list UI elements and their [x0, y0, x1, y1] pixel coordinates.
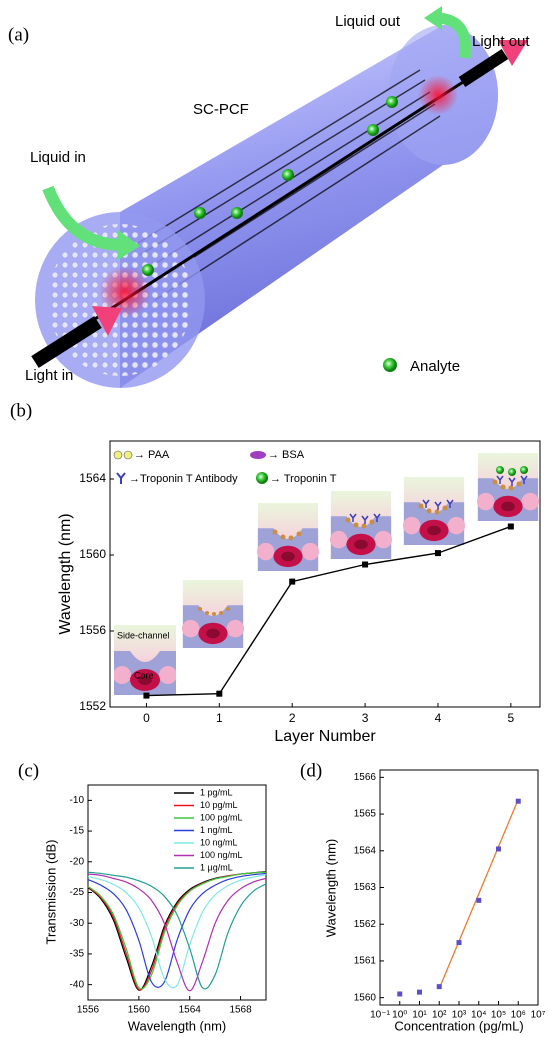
y-axis-label: Wavelength (nm) [57, 513, 74, 634]
x-tick-label: 1568 [229, 1005, 252, 1016]
data-line [88, 875, 266, 988]
key-label: →Troponin T Antibody [129, 473, 238, 485]
x-tick-label: 5 [508, 711, 515, 725]
x-tick-label: 1556 [77, 1005, 100, 1016]
x-tick-label: 3 [362, 711, 369, 725]
x-tick-label: 1560 [128, 1005, 151, 1016]
x-tick-label: 1564 [179, 1005, 202, 1016]
y-tick-label: 1560 [79, 547, 106, 561]
y-tick-label: 1552 [79, 699, 106, 713]
y-tick-label: 1563 [354, 882, 377, 893]
annotation: Analyte [410, 358, 460, 375]
figure: (a) Liquid out Light out SC-PCF Liquid i… [0, 0, 549, 1037]
y-tick-label: 1556 [79, 623, 106, 637]
y-tick-label: 1561 [354, 956, 377, 967]
x-tick-label: 0 [143, 711, 150, 725]
x-axis-label: Layer Number [274, 728, 376, 745]
data-point [496, 846, 501, 851]
legend-label: 100 ng/mL [200, 850, 243, 860]
annotation: Light in [25, 367, 73, 384]
y-tick-label: 1566 [354, 772, 377, 783]
annotation: Liquid in [30, 149, 86, 166]
legend-label: 1 μg/mL [200, 862, 233, 872]
y-tick-label: -20 [70, 856, 85, 867]
panel-a-illustration: (a) Liquid out Light out SC-PCF Liquid i… [8, 6, 530, 388]
y-tick-label: 1562 [354, 919, 377, 930]
data-point [397, 991, 402, 996]
data-point [516, 799, 521, 804]
y-tick-label: -30 [70, 918, 85, 929]
data-point [508, 524, 514, 530]
y-tick-label: 1560 [354, 992, 377, 1003]
data-point [216, 691, 222, 697]
x-tick-label: 4 [435, 711, 442, 725]
x-tick-label: 1 [216, 711, 223, 725]
data-line [88, 874, 266, 991]
annotation: SC-PCF [193, 101, 249, 118]
key-label: → PAA [134, 449, 170, 461]
annotation: Light out [472, 33, 530, 50]
annotation: Liquid out [335, 13, 401, 30]
key-label: → BSA [268, 449, 305, 461]
panel-label: (c) [18, 760, 39, 781]
y-tick-label: -40 [70, 979, 85, 990]
legend-label: 1 ng/mL [200, 825, 233, 835]
panel-label: (d) [300, 760, 322, 781]
y-tick-label: 1564 [354, 845, 377, 856]
y-tick-label: -10 [70, 795, 85, 806]
x-axis-label: Concentration (pg/mL) [394, 1018, 523, 1033]
x-tick-label: 10⁻¹ [370, 1010, 390, 1021]
inset-label: Side-channel [117, 630, 170, 640]
legend-label: 100 pg/mL [200, 812, 243, 822]
y-axis-label: Wavelength (nm) [323, 839, 338, 938]
inset-label: Core [134, 670, 154, 680]
data-point [362, 562, 368, 568]
legend-label: 1 pg/mL [200, 787, 233, 797]
x-tick-label: 2 [289, 711, 296, 725]
data-line [88, 873, 266, 987]
data-point [143, 693, 149, 699]
data-point [417, 990, 422, 995]
legend-label: 10 pg/mL [200, 800, 238, 810]
x-tick-label: 10⁷ [531, 1010, 546, 1021]
data-point [435, 550, 441, 556]
x-axis-label: Wavelength (nm) [128, 1018, 227, 1033]
fit-line [439, 799, 518, 988]
key-label: → Troponin T [270, 473, 337, 485]
data-point [437, 984, 442, 989]
panel-label: (b) [10, 400, 32, 421]
legend-label: 10 ng/mL [200, 837, 238, 847]
panel-label: (a) [8, 24, 29, 45]
plot-frame [380, 770, 538, 1005]
data-point [476, 898, 481, 903]
data-point [289, 579, 295, 585]
y-tick-label: 1565 [354, 809, 377, 820]
y-tick-label: -25 [70, 887, 85, 898]
y-tick-label: 1564 [79, 471, 106, 485]
panel-b-insets: Side-channel Core → PAA → BSA →Troponin … [113, 449, 539, 695]
y-tick-label: -35 [70, 949, 85, 960]
y-axis-label: Transmission (dB) [43, 840, 58, 945]
data-point [457, 940, 462, 945]
y-tick-label: -15 [70, 826, 85, 837]
